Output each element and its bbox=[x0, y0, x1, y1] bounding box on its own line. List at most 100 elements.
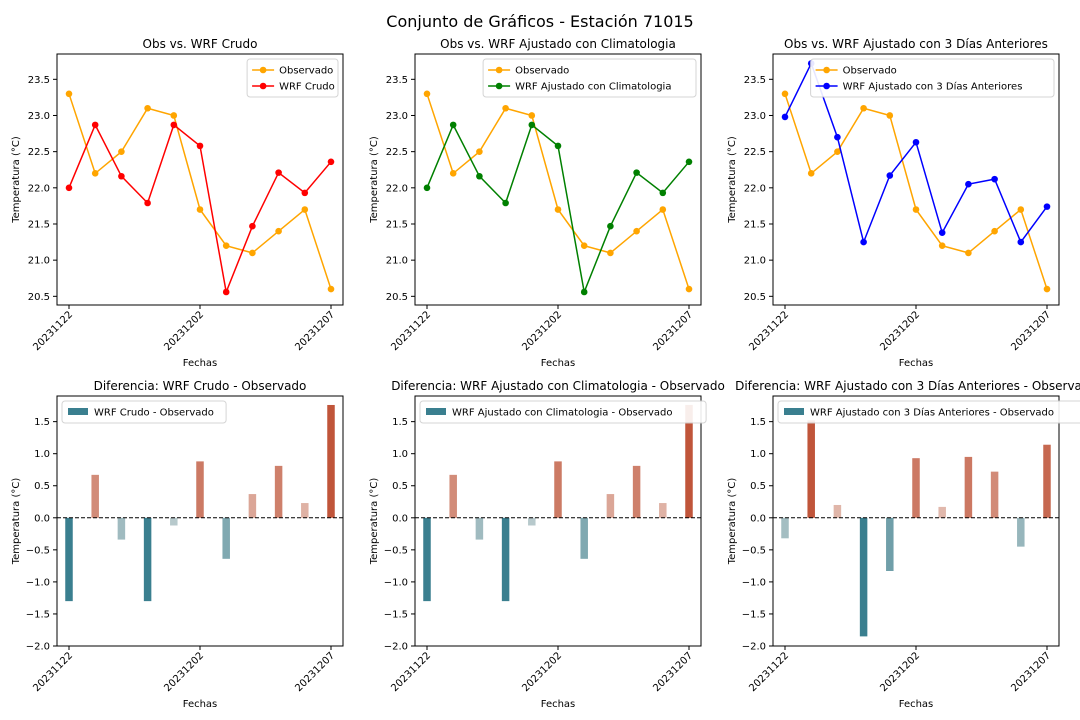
data-point bbox=[607, 249, 614, 257]
legend: WRF Ajustado con 3 Días Anteriores - Obs… bbox=[777, 400, 1080, 424]
x-tick-label: 20231202 bbox=[878, 650, 922, 694]
y-tick-label: 22.5 bbox=[386, 147, 408, 158]
y-axis-label: Temperatura (°C) bbox=[369, 478, 380, 566]
chart-title: Obs vs. WRF Crudo bbox=[143, 37, 258, 51]
y-axis-label: Temperatura (°C) bbox=[727, 478, 738, 566]
y-tick-label: −1.0 bbox=[742, 577, 766, 588]
bar bbox=[580, 517, 588, 559]
figure-title: Conjunto de Gráficos - Estación 71015 bbox=[386, 12, 694, 31]
bar bbox=[685, 404, 693, 518]
y-tick-label: −1.0 bbox=[384, 577, 408, 588]
x-tick-label: 20231122 bbox=[747, 650, 791, 694]
legend-swatch bbox=[426, 408, 446, 415]
data-point bbox=[144, 199, 151, 207]
y-tick-label: 21.5 bbox=[386, 219, 408, 230]
y-tick-label: 22.0 bbox=[386, 183, 408, 194]
y-tick-label: 0.5 bbox=[392, 481, 408, 492]
legend-box bbox=[810, 58, 1055, 98]
bar bbox=[248, 494, 257, 518]
y-tick-label: 23.5 bbox=[744, 75, 766, 86]
data-point bbox=[685, 285, 693, 293]
y-tick-label: 22.5 bbox=[744, 147, 766, 158]
bar bbox=[912, 458, 920, 518]
bar bbox=[1017, 517, 1025, 547]
y-tick-label: 0.0 bbox=[34, 513, 50, 524]
axes-frame bbox=[56, 395, 344, 647]
legend-label: WRF Crudo - Observado bbox=[94, 408, 214, 419]
y-tick-label: 0.0 bbox=[392, 513, 408, 524]
legend: WRF Crudo - Observado bbox=[61, 400, 227, 424]
bar bbox=[449, 474, 457, 518]
y-axis-label: Temperatura (°C) bbox=[11, 136, 22, 224]
y-tick-label: 21.5 bbox=[28, 219, 50, 230]
x-axis-label: Fechas bbox=[541, 358, 576, 369]
x-tick-label: 20231122 bbox=[747, 309, 791, 353]
data-point bbox=[528, 121, 536, 129]
data-point bbox=[476, 148, 483, 155]
bar bbox=[606, 494, 615, 518]
data-point bbox=[144, 104, 151, 112]
legend-label: Observado bbox=[515, 66, 569, 77]
data-point bbox=[1043, 203, 1051, 210]
y-tick-label: −0.5 bbox=[742, 545, 766, 556]
legend-label: WRF Ajustado con Climatologia bbox=[515, 82, 671, 93]
y-tick-label: −1.0 bbox=[26, 577, 50, 588]
data-point bbox=[938, 242, 946, 249]
legend: WRF Ajustado con Climatologia - Observad… bbox=[419, 400, 707, 424]
data-point bbox=[938, 229, 946, 236]
bar bbox=[423, 517, 431, 602]
y-tick-label: 1.0 bbox=[392, 449, 408, 460]
legend-marker bbox=[823, 82, 830, 90]
bar bbox=[938, 506, 946, 518]
legend-label: Observado bbox=[279, 66, 333, 77]
x-tick-label: 20231207 bbox=[293, 650, 337, 694]
bar bbox=[807, 420, 815, 518]
data-point bbox=[249, 249, 256, 257]
x-tick-label: 20231207 bbox=[1009, 650, 1053, 694]
axes-frame bbox=[772, 395, 1060, 647]
x-tick-label: 20231202 bbox=[162, 309, 206, 353]
data-point bbox=[275, 227, 282, 235]
y-tick-label: 22.5 bbox=[28, 147, 50, 158]
x-tick-label: 20231207 bbox=[293, 309, 337, 353]
y-tick-label: 0.5 bbox=[750, 481, 766, 492]
legend-marker bbox=[495, 66, 503, 74]
x-tick-label: 20231202 bbox=[520, 650, 564, 694]
y-tick-label: −0.5 bbox=[26, 545, 50, 556]
data-point bbox=[607, 222, 614, 230]
x-tick-label: 20231122 bbox=[389, 650, 433, 694]
y-tick-label: 21.0 bbox=[28, 256, 50, 267]
data-point bbox=[1017, 206, 1025, 213]
bar bbox=[65, 517, 73, 602]
bar bbox=[274, 465, 283, 518]
y-tick-label: 0.5 bbox=[34, 481, 50, 492]
chart-panel-4: Diferencia: WRF Crudo - Observado −2.0 −1.… bbox=[11, 379, 344, 710]
data-point bbox=[222, 242, 230, 249]
bar bbox=[170, 517, 178, 526]
bar bbox=[301, 503, 309, 518]
data-point bbox=[275, 169, 282, 176]
data-point bbox=[580, 288, 588, 296]
data-point bbox=[1043, 285, 1051, 293]
data-point bbox=[327, 158, 335, 166]
chart-title: Obs vs. WRF Ajustado con 3 Días Anterior… bbox=[784, 37, 1048, 51]
data-point bbox=[834, 133, 841, 141]
data-point bbox=[912, 138, 920, 146]
legend-marker bbox=[495, 82, 503, 90]
chart-title: Diferencia: WRF Crudo - Observado bbox=[94, 379, 307, 393]
data-point bbox=[65, 184, 73, 192]
y-tick-label: 1.5 bbox=[392, 417, 408, 428]
legend-box bbox=[419, 400, 707, 424]
axes-frame bbox=[414, 395, 702, 647]
chart-panel-2: Obs vs. WRF Ajustado con Climatologia 20.… bbox=[369, 37, 702, 369]
series-line bbox=[68, 93, 332, 290]
y-tick-label: 23.0 bbox=[744, 111, 766, 122]
data-point bbox=[659, 206, 667, 213]
y-tick-label: 21.0 bbox=[744, 256, 766, 267]
data-point bbox=[502, 104, 509, 112]
data-point bbox=[991, 175, 998, 183]
legend-box bbox=[246, 58, 339, 98]
data-point bbox=[170, 112, 178, 119]
legend-swatch bbox=[68, 408, 88, 415]
